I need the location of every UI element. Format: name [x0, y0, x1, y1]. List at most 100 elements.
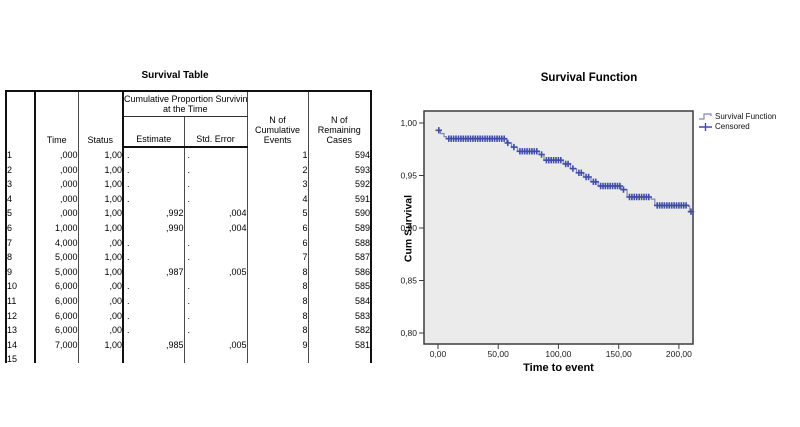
table-cell: . [122, 308, 184, 324]
table-row: 15 [6, 352, 371, 363]
table-cell: 1,00 [77, 177, 123, 192]
table-cell: 7 [7, 237, 13, 248]
table-cell: 589 [307, 220, 371, 236]
table-cell: ,004 [183, 220, 247, 236]
table-cell: . [183, 235, 247, 251]
table-cell: 6 [246, 220, 308, 236]
table-cell: 7 [246, 250, 308, 265]
table-cell: 13 [7, 325, 18, 336]
table-row: 5,000 1,00,992,004 5 590 [6, 206, 371, 221]
header-status: Status [77, 91, 123, 147]
x-axis-label: Time to event [523, 362, 594, 374]
table-cell: . [122, 323, 184, 338]
table-cell: 6 [7, 222, 13, 233]
legend: Survival Function Censored [699, 112, 776, 132]
table-cell: 7,000 [34, 337, 78, 353]
table-cell: 6,000 [34, 308, 78, 324]
table-cell: 1,00 [77, 162, 123, 178]
table-cell: ,00 [77, 235, 123, 251]
table-cell: . [183, 293, 247, 309]
table-cell: 12 [7, 310, 18, 321]
survival-chart-panel: Survival Function 1,00 0,95 0,90 0,85 0,80 0,… [398, 60, 800, 400]
plus-marker-icon [699, 123, 712, 131]
svg-text:0,80: 0,80 [400, 328, 417, 338]
header-estimate: Estimate [122, 116, 184, 148]
table-cell: 584 [307, 293, 371, 309]
table-title: Survival Table [141, 70, 209, 81]
svg-text:50,00: 50,00 [488, 349, 510, 359]
header-index [6, 91, 35, 147]
svg-text:0,90: 0,90 [400, 223, 417, 233]
table-cell [246, 352, 308, 363]
table-cell: 1,00 [77, 337, 123, 353]
table-cell: 1 [7, 149, 13, 160]
table-cell: 11 [7, 295, 17, 306]
table-cell: 1,00 [77, 147, 123, 163]
table-cell [34, 352, 78, 363]
table-row: 6 1,000 1,00,990,004 6 589 [6, 220, 371, 236]
y-axis-ticks [419, 122, 424, 334]
table-cell: 1,00 [77, 250, 123, 265]
svg-text:100,00: 100,00 [545, 349, 571, 359]
table-cell: . [183, 177, 247, 192]
table-cell: ,005 [183, 337, 247, 353]
table-cell: . [122, 162, 184, 178]
table-cell: 585 [307, 279, 371, 294]
table-cell: ,00 [77, 293, 123, 309]
table-cell: 1,00 [77, 206, 123, 221]
table-cell: ,985 [122, 337, 184, 353]
censored-markers [435, 127, 695, 215]
table-cell: 3 [246, 177, 308, 192]
table-cell: 10 [7, 281, 18, 292]
table-cell: 593 [307, 162, 371, 178]
table-cell: 5,000 [34, 250, 78, 265]
table-cell: 8 [246, 279, 308, 294]
table-cell: . [122, 191, 184, 207]
table-cell [307, 352, 371, 363]
x-axis-ticks [437, 344, 680, 349]
header-n-events: N of Cumulative Events [246, 91, 308, 147]
table-row: 1,000 1,00.. 1 594 [6, 147, 371, 163]
table-cell: 6,000 [34, 323, 78, 338]
table-cell: 14 [7, 339, 18, 350]
table-cell: . [183, 250, 247, 265]
table-cell: ,005 [183, 264, 247, 280]
table-cell: . [122, 250, 184, 265]
table-cell: 586 [307, 264, 371, 280]
legend-item: Censored [699, 122, 776, 132]
table-cell: 6,000 [34, 279, 78, 294]
table-cell: 5,000 [34, 264, 78, 280]
table-cell: . [122, 177, 184, 192]
table-row: 9 5,000 1,00,987,005 8 586 [6, 264, 371, 280]
table-cell: 587 [307, 250, 371, 265]
table-cell: ,000 [34, 206, 78, 221]
table-row: 11 6,000,00.. 8 584 [6, 293, 371, 309]
table-cell: ,00 [77, 308, 123, 324]
table-cell [77, 352, 123, 363]
table-row: 8 5,000 1,00.. 7 587 [6, 250, 371, 265]
table-cell: . [183, 323, 247, 338]
step-line-icon [699, 113, 712, 120]
table-cell: 1,00 [77, 264, 123, 280]
header-spanner: Cumulative Proportion Surviving at the Ti… [122, 91, 247, 117]
table-cell: . [122, 279, 184, 294]
svg-text:0,00: 0,00 [430, 349, 447, 359]
table-cell: 8 [7, 252, 13, 263]
table-cell: 582 [307, 323, 371, 338]
table-row: 7 4,000,00.. 6 588 [6, 235, 371, 251]
table-cell [122, 352, 184, 363]
table-row: 14 7,000 1,00,985,005 9 581 [6, 337, 371, 353]
legend-label: Survival Function [715, 112, 777, 122]
table-row: 2,000 1,00.. 2 593 [6, 162, 371, 178]
table-cell: ,00 [77, 323, 123, 338]
table-cell: . [122, 235, 184, 251]
table-cell: 6,000 [34, 293, 78, 309]
table-row: 3,000 1,00.. 3 592 [6, 177, 371, 192]
table-cell: 1,00 [77, 220, 123, 236]
table-cell: ,00 [77, 279, 123, 294]
table-cell: 588 [307, 235, 371, 251]
table-cell: 15 [7, 354, 18, 363]
svg-text:150,00: 150,00 [606, 349, 632, 359]
table-cell: 8 [246, 323, 308, 338]
table-row: 10 6,000,00.. 8 585 [6, 279, 371, 294]
